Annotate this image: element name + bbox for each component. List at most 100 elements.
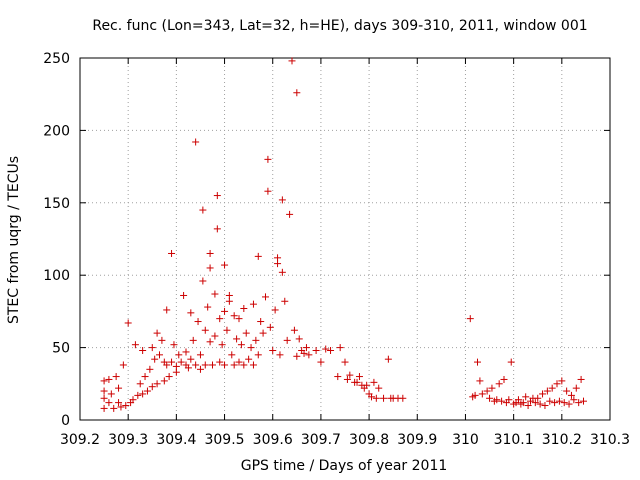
data-point	[548, 384, 556, 392]
data-point	[264, 155, 272, 163]
y-tick-label: 250	[43, 51, 70, 67]
data-point	[286, 210, 294, 218]
data-point	[553, 380, 561, 388]
data-point	[221, 261, 229, 269]
data-point	[343, 375, 351, 383]
data-point	[534, 394, 542, 402]
data-point	[483, 387, 491, 395]
data-point	[201, 326, 209, 334]
data-point	[555, 397, 563, 405]
data-point	[240, 361, 248, 369]
data-point	[209, 361, 216, 369]
data-point	[276, 351, 284, 359]
data-point	[204, 303, 212, 311]
data-point	[110, 404, 118, 412]
data-point	[322, 345, 330, 353]
y-tick-label: 200	[43, 123, 70, 139]
data-point	[196, 365, 204, 373]
data-point	[213, 225, 221, 233]
data-point	[293, 89, 301, 97]
data-point	[117, 403, 125, 411]
data-point	[249, 361, 257, 369]
data-point	[216, 315, 224, 323]
data-point	[136, 380, 144, 388]
data-point	[249, 300, 257, 308]
data-point	[235, 315, 243, 323]
data-point	[519, 399, 527, 407]
data-point	[466, 315, 474, 323]
data-point	[194, 318, 202, 326]
y-tick-label: 150	[43, 196, 70, 212]
data-point	[259, 329, 267, 337]
data-point	[237, 341, 245, 349]
data-point	[507, 358, 515, 366]
x-tick-label: 309.8	[349, 432, 389, 448]
data-point	[384, 355, 392, 363]
data-point	[370, 378, 378, 386]
data-point	[148, 383, 156, 391]
x-tick-label: 309.5	[204, 432, 244, 448]
data-point	[252, 336, 260, 344]
data-point	[278, 268, 286, 276]
data-point	[163, 361, 171, 369]
data-point	[115, 399, 123, 407]
x-axis-label: GPS time / Days of year 2011	[241, 458, 448, 474]
data-point	[478, 390, 486, 398]
data-point	[139, 346, 147, 354]
data-point	[213, 192, 221, 200]
data-point	[165, 373, 173, 381]
data-point	[225, 297, 233, 305]
data-point	[160, 377, 168, 385]
y-axis-label: STEC from uqrg / TECUs	[6, 156, 22, 324]
data-point	[262, 293, 269, 301]
data-point	[380, 394, 388, 402]
data-point	[187, 355, 195, 363]
data-point	[327, 346, 335, 354]
data-point	[216, 358, 224, 366]
data-point	[577, 375, 585, 383]
data-point	[221, 361, 229, 369]
data-point	[505, 396, 513, 404]
data-point	[399, 394, 407, 402]
data-point	[266, 323, 274, 331]
data-point	[168, 358, 176, 366]
data-point	[100, 394, 108, 402]
data-point	[172, 368, 180, 376]
data-point	[293, 352, 301, 360]
data-point	[199, 206, 207, 214]
data-point	[184, 364, 192, 372]
data-point	[257, 318, 265, 326]
x-tick-label: 309.3	[108, 432, 148, 448]
data-point	[134, 391, 142, 399]
data-point	[192, 361, 200, 369]
x-tick-label: 310.2	[542, 432, 582, 448]
data-point	[495, 380, 503, 388]
data-point	[201, 361, 209, 369]
data-point	[146, 365, 154, 373]
data-point	[283, 336, 291, 344]
x-tick-label: 310.1	[494, 432, 534, 448]
data-point	[119, 361, 127, 369]
data-point	[230, 312, 238, 320]
data-point	[124, 319, 132, 327]
data-point	[192, 138, 200, 146]
data-point	[368, 393, 375, 401]
x-tick-label: 309.2	[60, 432, 100, 448]
data-point	[305, 351, 313, 359]
data-point	[295, 335, 303, 343]
data-point	[375, 384, 383, 392]
data-point	[163, 306, 171, 314]
data-point	[182, 348, 190, 356]
data-point	[211, 332, 219, 340]
data-point	[156, 351, 163, 359]
data-point	[570, 396, 578, 404]
y-tick-label: 50	[52, 341, 70, 357]
data-point	[363, 381, 371, 389]
x-tick-labels: 309.2 309.3 309.4 309.5 309.6 309.7 309.8 309.9…	[60, 432, 630, 448]
data-point	[148, 344, 156, 352]
data-point	[218, 341, 226, 349]
data-point	[355, 373, 363, 381]
data-point	[228, 351, 236, 359]
data-point	[522, 393, 530, 401]
